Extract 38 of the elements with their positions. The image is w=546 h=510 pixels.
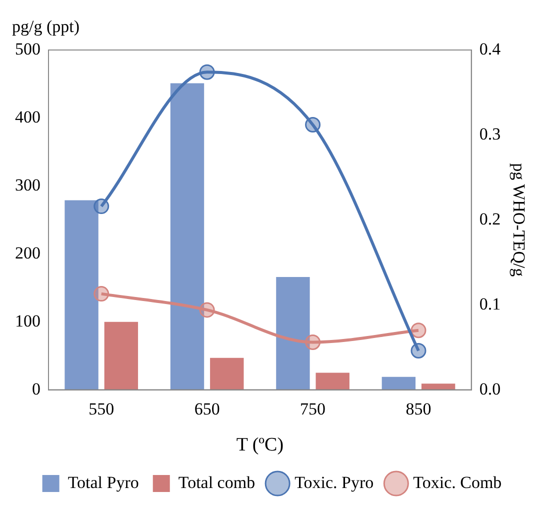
point xyxy=(410,322,426,338)
x-tick-label: 650 xyxy=(194,399,220,418)
point xyxy=(94,198,110,214)
y2-tick-label: 0.0 xyxy=(479,379,501,398)
y-tick-label: 200 xyxy=(15,243,40,262)
legend-label: Total Pyro xyxy=(68,472,139,492)
y-tick-label: 500 xyxy=(15,39,40,58)
y2-tick-label: 0.3 xyxy=(479,124,501,144)
x-tick-label: 850 xyxy=(406,399,432,418)
bar xyxy=(64,200,98,390)
x-axis-title: T (ºC) xyxy=(236,434,284,456)
x-tick-label: 550 xyxy=(88,399,114,418)
y-tick-label: 300 xyxy=(15,175,40,194)
legend-label: Toxic. Pyro xyxy=(294,472,374,492)
bar xyxy=(382,376,416,390)
bar xyxy=(316,372,350,390)
y-axis-title: pg/g (ppt) xyxy=(12,16,80,36)
point xyxy=(305,117,321,133)
point xyxy=(94,286,110,302)
y-tick-label: 0 xyxy=(32,379,40,398)
y-tick-label: 100 xyxy=(15,311,40,330)
bar xyxy=(210,358,244,390)
y2-tick-label: 0.1 xyxy=(479,294,501,314)
bar xyxy=(276,276,310,390)
point xyxy=(199,302,215,318)
y2-tick-label: 0.4 xyxy=(479,39,502,58)
x-tick-label: 750 xyxy=(300,399,326,418)
point xyxy=(305,334,321,350)
legend-label: Toxic. Comb xyxy=(413,472,502,492)
y2-axis-title: pg WHO-TEQ/g xyxy=(509,163,528,278)
bar xyxy=(170,83,204,390)
bar xyxy=(104,322,138,390)
y-tick-label: 400 xyxy=(15,107,40,126)
point xyxy=(199,64,215,80)
y2-tick-label: 0.2 xyxy=(479,209,501,228)
point xyxy=(410,342,426,358)
bar xyxy=(421,384,456,390)
legend-label: Total comb xyxy=(178,472,256,492)
